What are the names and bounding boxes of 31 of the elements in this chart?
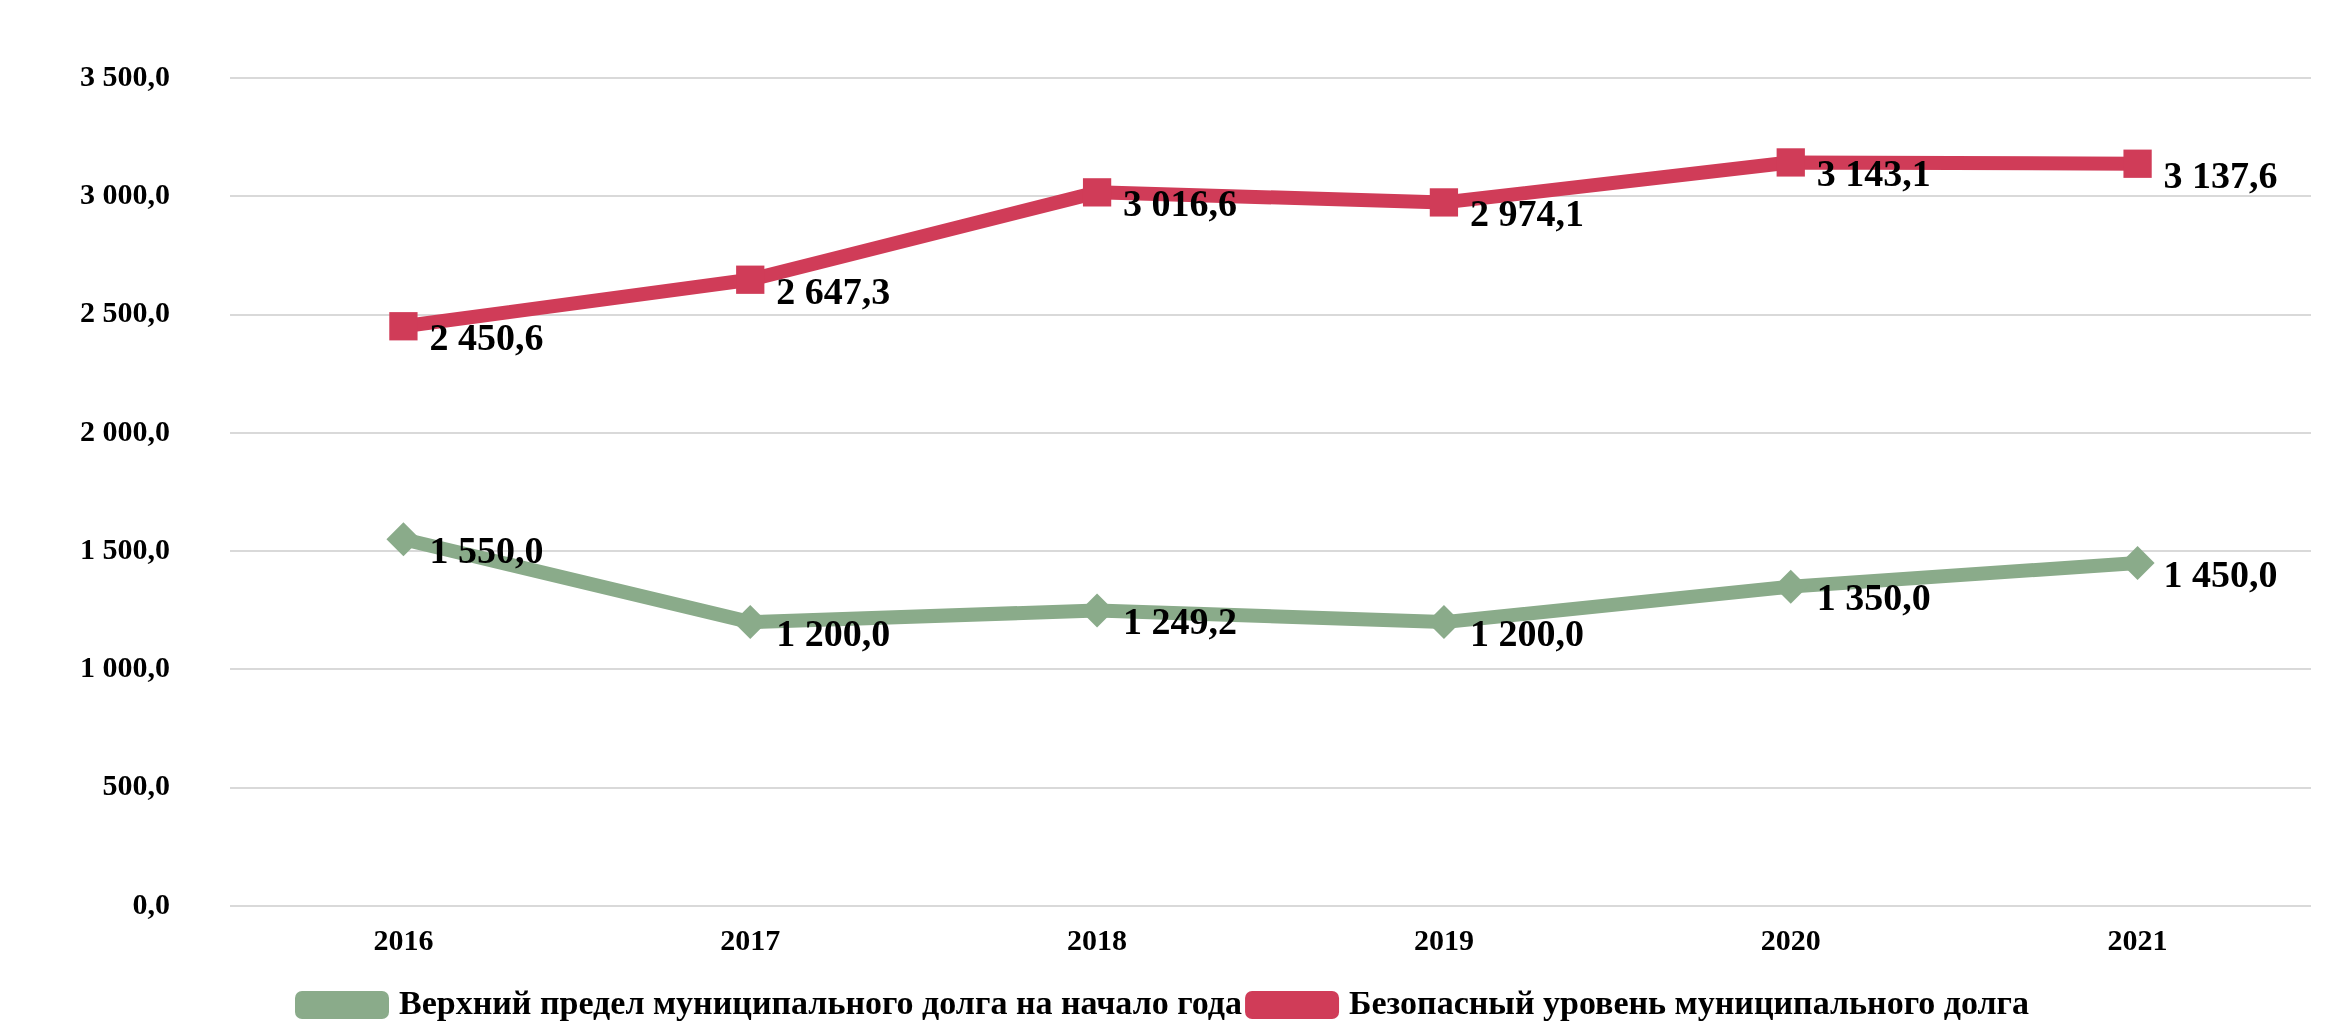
data-label: 3 137,6 (2163, 153, 2278, 196)
y-tick-label: 2 500,0 (80, 295, 170, 329)
x-tick-label: 2019 (1413, 922, 1474, 956)
data-label: 1 450,0 (2163, 552, 2278, 595)
y-tick-label: 0,0 (132, 886, 170, 920)
point (1776, 148, 1805, 177)
y-tick-label: 500,0 (102, 768, 170, 802)
y-tick-label: 1 000,0 (80, 650, 170, 684)
legend-label: Безопасный уровень муниципального долга (1349, 983, 2029, 1021)
x-tick-label: 2018 (1067, 922, 1128, 956)
y-tick-label: 3 000,0 (80, 177, 170, 211)
legend-label: Верхний предел муниципального долга на начало года (399, 983, 1243, 1021)
y-tick-label: 3 500,0 (80, 58, 170, 92)
data-label: 2 974,1 (1469, 192, 1584, 235)
point (736, 265, 765, 294)
data-label: 1 200,0 (776, 611, 891, 654)
x-tick-label: 2021 (2107, 922, 2168, 956)
x-tick-label: 2020 (1760, 922, 1821, 956)
data-label: 2 450,6 (429, 316, 544, 359)
y-tick-label: 1 500,0 (80, 531, 170, 565)
x-tick-label: 2016 (373, 922, 434, 956)
point (1082, 178, 1112, 207)
point (2123, 149, 2152, 178)
data-label: 2 647,3 (776, 269, 891, 312)
point (389, 312, 418, 341)
data-label: 1 200,0 (1469, 611, 1584, 654)
data-label: 1 350,0 (1816, 576, 1931, 619)
y-tick-label: 2 000,0 (80, 413, 170, 447)
x-tick-label: 2017 (720, 922, 781, 956)
data-label: 1 249,2 (1123, 600, 1238, 643)
point (1429, 188, 1459, 217)
